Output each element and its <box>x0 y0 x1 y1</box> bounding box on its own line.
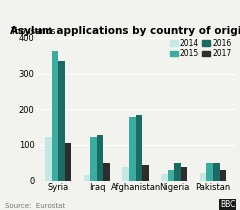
Bar <box>181 167 187 181</box>
Bar <box>45 137 52 181</box>
Bar <box>220 170 226 181</box>
Bar <box>97 135 103 181</box>
Text: Source:  Eurostat: Source: Eurostat <box>5 203 65 209</box>
Text: Thousands: Thousands <box>10 27 56 36</box>
Bar <box>206 163 213 181</box>
Bar <box>142 165 149 181</box>
Text: BBC: BBC <box>220 200 235 209</box>
Bar <box>213 163 220 181</box>
Bar <box>174 163 181 181</box>
Legend: 2014, 2015, 2016, 2017: 2014, 2015, 2016, 2017 <box>170 39 231 58</box>
Bar <box>90 137 97 181</box>
Bar <box>65 143 71 181</box>
Bar <box>161 174 168 181</box>
Bar <box>200 173 206 181</box>
Bar <box>52 51 58 181</box>
Bar <box>168 170 174 181</box>
Bar <box>103 163 110 181</box>
Text: Asylum applications by country of origin: Asylum applications by country of origin <box>10 26 240 36</box>
Bar <box>84 175 90 181</box>
Bar <box>58 61 65 181</box>
Bar <box>129 117 136 181</box>
Bar <box>136 115 142 181</box>
Bar <box>122 167 129 181</box>
